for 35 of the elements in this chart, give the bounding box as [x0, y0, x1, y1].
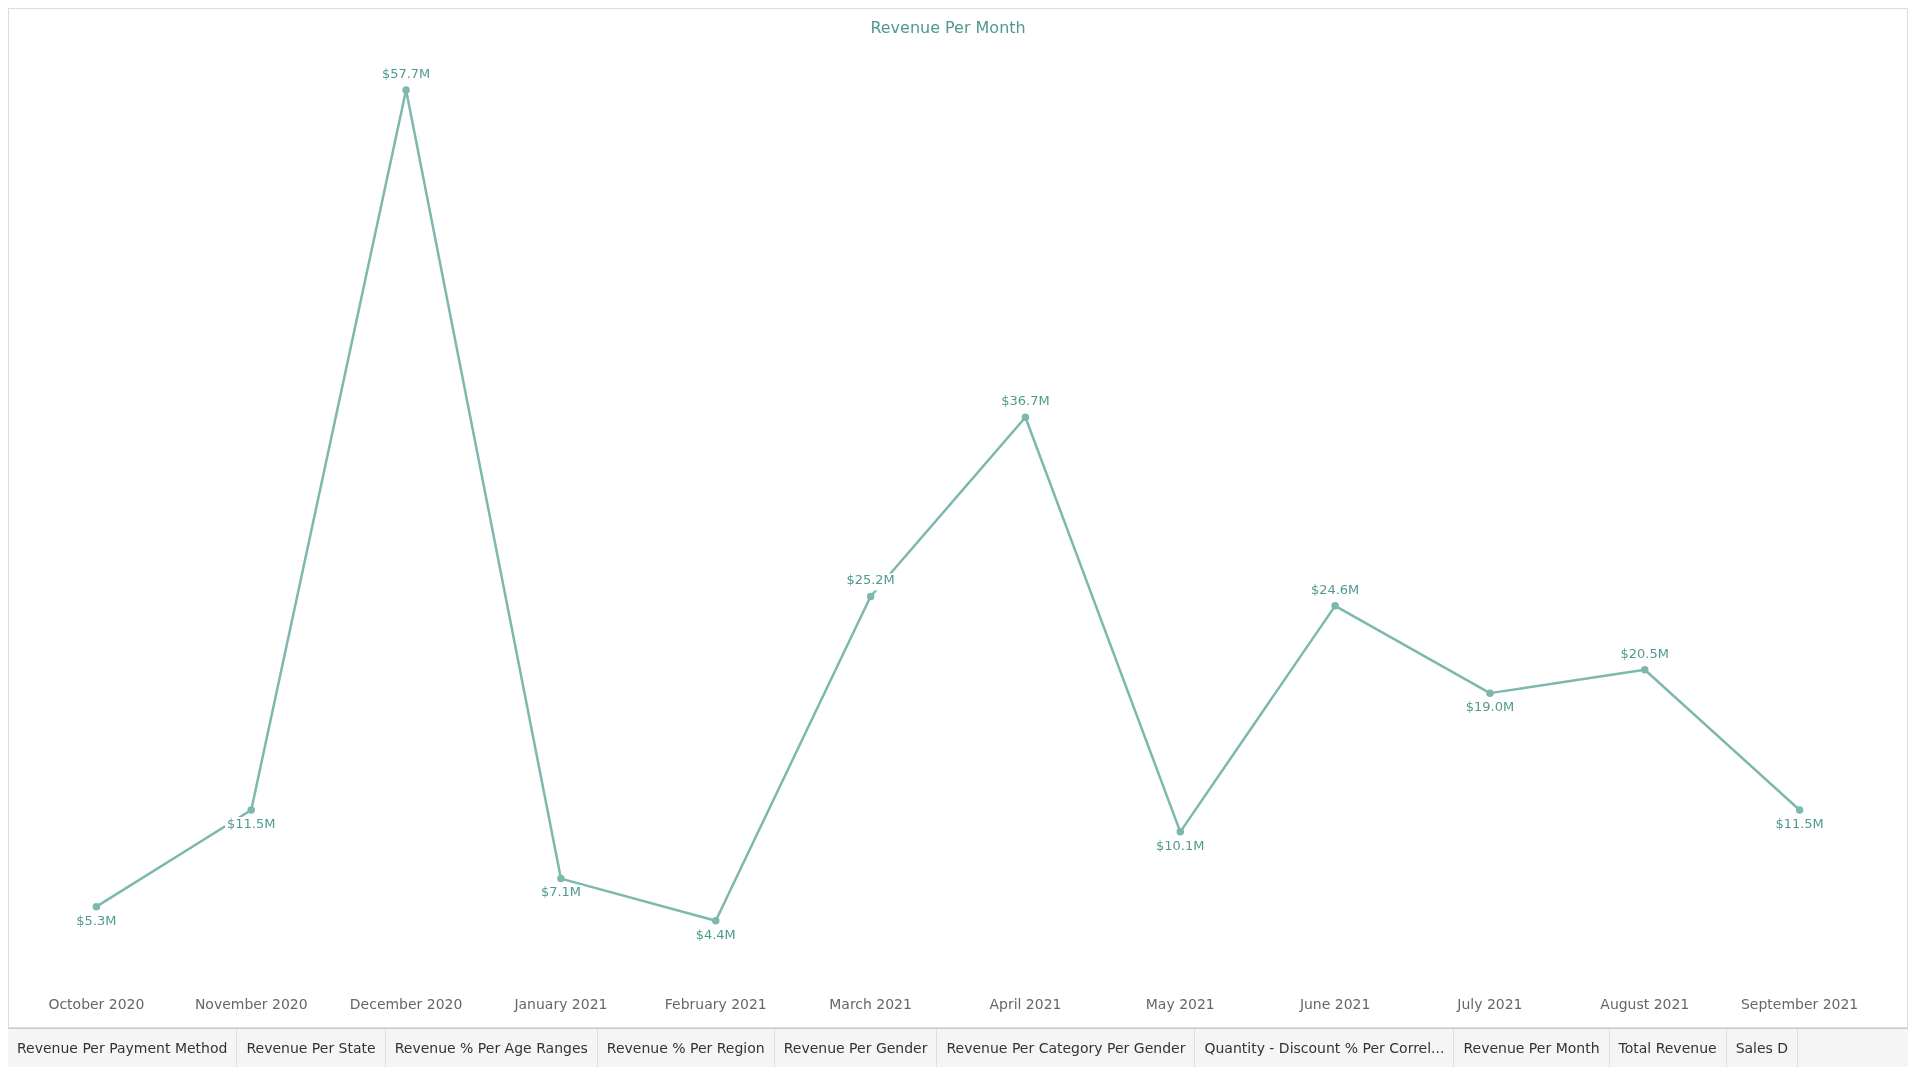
x-tick-label: April 2021: [989, 996, 1062, 1013]
x-tick-label: August 2021: [1600, 996, 1690, 1013]
x-tick-label: July 2021: [1456, 996, 1523, 1013]
data-label: $36.7M: [1001, 393, 1050, 409]
x-tick-label: June 2021: [1298, 996, 1371, 1013]
x-tick-label: February 2021: [664, 996, 767, 1013]
text: Revenue Per Gender: [774, 1029, 938, 1067]
data-label: $57.7M: [381, 65, 431, 81]
text: Sales D: [1726, 1029, 1799, 1067]
x-tick-label: November 2020: [194, 996, 308, 1013]
x-tick-label: September 2021: [1740, 996, 1859, 1013]
data-label: $7.1M: [540, 884, 581, 900]
data-label: $10.1M: [1156, 837, 1205, 853]
data-label: $25.2M: [846, 572, 895, 588]
data-label: $19.0M: [1465, 698, 1515, 714]
text: Revenue Per Category Per Gender: [937, 1029, 1196, 1067]
data-label: $20.5M: [1620, 645, 1669, 661]
text: Quantity - Discount % Per Correl...: [1195, 1029, 1455, 1067]
text: Total Revenue: [1609, 1029, 1727, 1067]
data-label: $4.4M: [695, 926, 736, 942]
x-tick-label: December 2020: [349, 996, 463, 1013]
x-tick-label: March 2021: [829, 996, 912, 1013]
data-label: $11.5M: [1775, 815, 1824, 831]
data-label: $11.5M: [227, 815, 276, 831]
data-label: $5.3M: [76, 912, 117, 928]
text: Revenue Per State: [237, 1029, 386, 1067]
x-tick-label: January 2021: [513, 996, 608, 1013]
x-tick-label: October 2020: [48, 996, 145, 1013]
text: Revenue Per Payment Method: [8, 1029, 238, 1067]
x-tick-label: May 2021: [1145, 996, 1215, 1013]
chart-title: Revenue Per Month: [870, 17, 1026, 37]
data-label: $24.6M: [1310, 581, 1360, 597]
text: Revenue % Per Age Ranges: [385, 1029, 598, 1067]
text: Revenue % Per Region: [597, 1029, 775, 1067]
text: Revenue Per Month: [1454, 1029, 1610, 1067]
